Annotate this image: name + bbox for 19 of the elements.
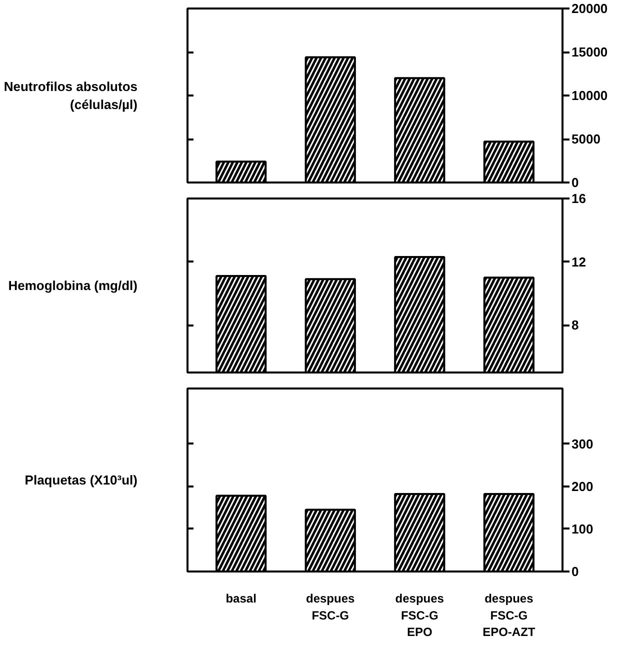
y-tick-label: 20000 xyxy=(572,1,608,16)
y-tick-label: 0 xyxy=(572,175,579,190)
y-axis-title: Hemoglobina (mg/dl) xyxy=(8,278,138,293)
y-axis-title: Plaquetas (X10³ul) xyxy=(24,472,138,488)
y-tick-label: 5000 xyxy=(572,132,600,146)
y-axis-title: Neutrofilos absolutos (células/µl) xyxy=(4,79,138,112)
y-tick-label: 100 xyxy=(572,521,594,536)
x-tick-label: despues FSC-G EPO xyxy=(395,592,444,640)
y-tick-label: 300 xyxy=(572,436,594,452)
x-tick-label: basal xyxy=(226,592,256,606)
y-tick-label: 12 xyxy=(572,254,586,270)
y-tick-label: 0 xyxy=(572,564,579,579)
y-tick-label: 200 xyxy=(572,478,594,494)
y-tick-label: 8 xyxy=(572,318,579,333)
x-tick-label: despues FSC-G EPO-AZT xyxy=(482,592,536,640)
y-tick-label: 15000 xyxy=(572,44,608,60)
y-tick-label: 10000 xyxy=(572,88,608,103)
x-tick-label: despues FSC-G xyxy=(306,592,356,622)
y-tick-label: 16 xyxy=(572,191,586,206)
